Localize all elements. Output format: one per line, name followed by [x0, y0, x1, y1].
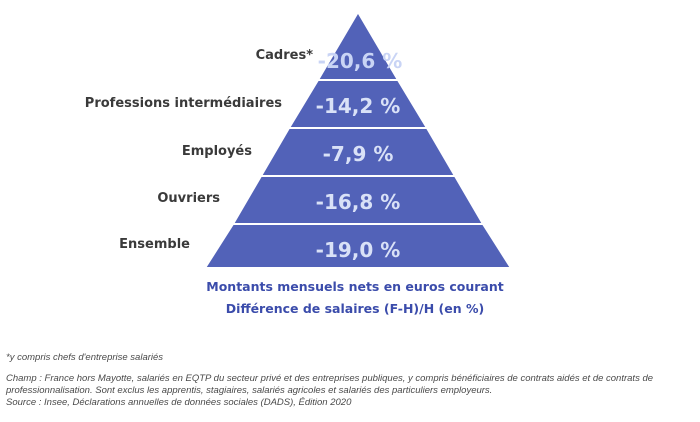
label-ouvriers: Ouvriers [157, 191, 220, 206]
value-ensemble: -19,0 % [316, 238, 401, 262]
footnote: *y compris chefs d'entreprise salariés [6, 352, 164, 363]
champ-note: Champ : France hors Mayotte, salariés en… [6, 373, 654, 396]
label-professions-intermediaires: Professions intermédiaires [84, 96, 282, 111]
value-professions-intermediaires: -14,2 % [316, 94, 401, 118]
subtitle-line-1: Montants mensuels nets en euros courant [206, 279, 504, 294]
label-employes: Employés [181, 144, 252, 159]
value-ouvriers: -16,8 % [316, 190, 401, 214]
pyramid-tier-ensemble [203, 223, 513, 269]
notes-block: *y compris chefs d'entreprise salariés C… [6, 352, 696, 409]
source-note: Source : Insee, Déclarations annuelles d… [6, 397, 352, 408]
label-cadres: Cadres* [255, 48, 313, 63]
value-employes: -7,9 % [323, 142, 394, 166]
pyramid-svg: -20,6 % -14,2 % -7,9 % -16,8 % -19,0 % [203, 10, 513, 269]
value-cadres: -20,6 % [318, 49, 403, 73]
label-ensemble: Ensemble [119, 237, 190, 252]
subtitle-line-2: Différence de salaires (F-H)/H (en %) [225, 301, 485, 316]
